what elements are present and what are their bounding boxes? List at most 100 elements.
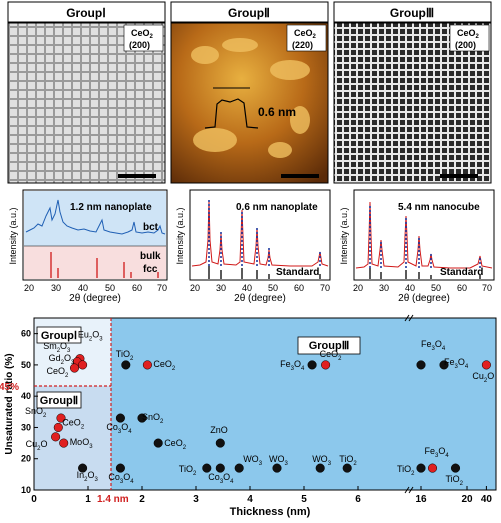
data-point: [142, 360, 152, 370]
point-label: WO3: [269, 454, 289, 467]
data-point: [234, 463, 244, 473]
panel3-label-box: [449, 24, 490, 52]
point-label: Sm2O3: [43, 341, 71, 354]
xrd2-xlabel: 2θ (degree): [234, 293, 286, 304]
point-label: WO3: [243, 454, 263, 467]
x-tick-label: 1: [85, 494, 91, 505]
point-label: Co3O4: [208, 472, 234, 485]
data-point: [59, 438, 69, 448]
panel2-label-ceo2: CeO2: [294, 28, 317, 40]
xrd1-ylabel: Intensity (a.u.): [8, 207, 18, 264]
threshold-y-label: 45%: [0, 382, 19, 393]
afm-islands: [191, 38, 310, 158]
xrd1-bottom-tag2: fcc: [143, 264, 158, 275]
data-point: [202, 463, 212, 473]
xrd1-tick: 40: [78, 283, 88, 293]
xrd3-xlabel: 2θ (degree): [398, 293, 450, 304]
xrd3-top-label: 5.4 nm nanocube: [398, 202, 480, 213]
xrd3-tick: 60: [457, 283, 467, 293]
xrd3-blue-dotted-peaks: [369, 204, 481, 268]
xrd2-tick: 70: [320, 283, 330, 293]
data-point: [53, 422, 63, 433]
data-point: [416, 360, 426, 370]
threshold-x-label: 1.4 nm: [97, 494, 129, 505]
panel1-scale-bar: [118, 174, 156, 178]
panel1-title: GroupⅠ: [66, 6, 106, 20]
x-tick-label: 20: [461, 494, 473, 505]
data-point: [215, 438, 225, 448]
panel3-title: GroupⅢ: [390, 6, 434, 20]
point-label: Co3O4: [108, 472, 134, 485]
x-tick-label: 5: [301, 494, 307, 505]
xrd2-red-trace: [191, 199, 329, 267]
data-point: [315, 463, 325, 473]
data-point: [307, 360, 317, 370]
x-tick-label: 0: [31, 494, 37, 505]
xrd3-ylabel: Intensity (a.u.): [339, 207, 349, 264]
chart-xlabel: Thickness (nm): [230, 506, 311, 518]
data-point: [56, 413, 66, 423]
point-label: Fe3O4: [444, 357, 469, 370]
x-tick-label: 2: [139, 494, 145, 505]
xrd3-tick: 40: [405, 283, 415, 293]
y-tick-label: 60: [21, 329, 31, 339]
y-tick-label: 40: [21, 391, 31, 401]
data-point: [137, 413, 147, 423]
axis-break-bottom: [404, 486, 414, 494]
point-label: Co3O4: [106, 422, 132, 435]
panel3-scale-bar: [440, 174, 478, 178]
group2-label-box: [36, 391, 82, 409]
point-label: Fe3O4: [421, 339, 446, 352]
data-point: [481, 360, 491, 370]
point-label: Cu2O: [472, 371, 494, 384]
group1-label: GroupⅠ: [41, 330, 77, 342]
x-tick-label: 3: [193, 494, 199, 505]
xrd2-standard-sticks: [208, 266, 321, 279]
point-label: CeO2: [62, 417, 85, 430]
data-point: [121, 360, 131, 370]
xrd1-bottom-tag1: bulk: [140, 251, 161, 262]
panel3-label-plane: (200): [455, 40, 476, 50]
point-label: TiO2: [446, 474, 464, 487]
data-point: [115, 413, 125, 423]
point-label: SnO2: [142, 412, 164, 425]
data-point: [439, 360, 449, 370]
data-point: [153, 438, 163, 448]
data-point: [427, 463, 438, 473]
point-label: CeO2: [164, 438, 187, 451]
data-point: [69, 363, 80, 373]
panel1-title-box: [7, 1, 166, 23]
point-label: CeO2: [320, 349, 343, 362]
data-point: [51, 432, 61, 442]
panel3-title-box: [333, 1, 492, 23]
axis-break-top: [404, 314, 414, 322]
xrd3-standard-label: Standard: [440, 267, 483, 278]
x-tick-label: 4: [247, 494, 253, 505]
data-point: [321, 360, 331, 370]
point-label: In2O3: [77, 470, 99, 483]
panel1-label-ceo2: CeO2: [131, 28, 154, 40]
point-label: Cu2O: [26, 439, 48, 452]
xrd1-blue-trace: [25, 199, 166, 235]
xrd3-standard-sticks: [369, 268, 481, 279]
xrd2-tick: 60: [294, 283, 304, 293]
xrd3-tick: 70: [482, 283, 492, 293]
data-point: [215, 463, 225, 473]
x-tick-label: 16: [415, 494, 427, 505]
data-point: [450, 463, 461, 473]
panel1-label-plane: (200): [129, 40, 150, 50]
xrd2-standard-label: Standard: [276, 267, 319, 278]
point-label: SnO2: [25, 406, 47, 419]
xrd3-red-trace: [355, 201, 493, 269]
panel2-title-box: [170, 1, 329, 23]
panel2-label-plane: (220): [292, 40, 313, 50]
point-label: TiO2: [397, 464, 415, 477]
x-tick-label: 40: [481, 494, 493, 505]
point-label: Eu2O3: [78, 330, 103, 343]
panel3-label-ceo2: CeO2: [457, 28, 480, 40]
chart-ylabel: Unsaturated ratio (%): [4, 353, 15, 454]
xrd1-tick: 60: [132, 283, 142, 293]
xrd1-top-tag: bct: [143, 222, 159, 233]
xrd3-tick: 30: [379, 283, 389, 293]
data-point: [416, 463, 426, 473]
